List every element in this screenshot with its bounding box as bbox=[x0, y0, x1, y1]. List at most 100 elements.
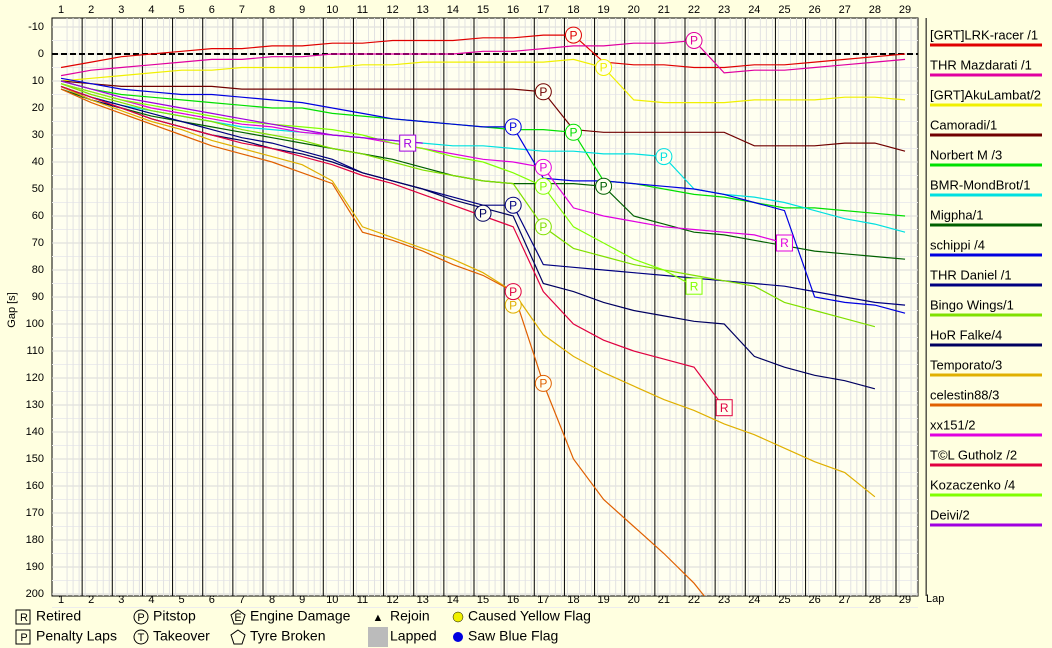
x-tick-label-top: 4 bbox=[148, 4, 154, 16]
y-tick-label: 80 bbox=[32, 264, 44, 276]
y-tick-label: 140 bbox=[26, 426, 44, 438]
marker-label: P bbox=[509, 120, 517, 134]
x-tick-label-top: 3 bbox=[118, 4, 124, 16]
x-tick-label-top: 13 bbox=[417, 4, 429, 16]
x-tick-label-top: 26 bbox=[808, 4, 820, 16]
x-tick-label: 11 bbox=[357, 594, 368, 606]
x-tick-label: 23 bbox=[718, 594, 730, 606]
series-line bbox=[60, 88, 706, 596]
marker-label: R bbox=[780, 236, 789, 250]
y-tick-label: 30 bbox=[32, 129, 44, 141]
marker-box bbox=[715, 399, 733, 417]
marker-box bbox=[399, 134, 417, 152]
key-label: Tyre Broken bbox=[250, 628, 325, 644]
y-tick-label: 90 bbox=[32, 291, 44, 303]
marker-label: P bbox=[509, 298, 517, 312]
marker-label: P bbox=[539, 161, 547, 175]
x-tick-label-top: 15 bbox=[477, 4, 489, 16]
marker-label: R bbox=[690, 279, 699, 293]
marker-circle bbox=[534, 218, 552, 236]
legend-label: THR Daniel /1 bbox=[930, 267, 1012, 282]
marker-circle bbox=[564, 26, 582, 44]
key-symbol-lapped bbox=[368, 627, 388, 647]
key-symbol-pentagon bbox=[230, 629, 246, 645]
legend-label: Migpha/1 bbox=[930, 207, 983, 222]
key-label: Caused Yellow Flag bbox=[468, 608, 591, 624]
marker-label: P bbox=[569, 125, 577, 139]
y-tick-label: 120 bbox=[26, 372, 44, 384]
x-tick-label-top: 23 bbox=[718, 4, 730, 16]
series-line bbox=[60, 80, 423, 144]
key-symbol-yellow bbox=[452, 611, 464, 623]
x-tick-label: 6 bbox=[209, 594, 215, 606]
x-tick-label-top: 17 bbox=[537, 4, 549, 16]
key-label: Retired bbox=[36, 608, 81, 624]
x-tick-label: 12 bbox=[386, 594, 398, 606]
y-tick-label: 130 bbox=[26, 399, 44, 411]
marker-circle bbox=[504, 118, 522, 136]
y-tick-label: 40 bbox=[32, 156, 44, 168]
x-tick-label: 2 bbox=[88, 594, 94, 606]
marker-label: R bbox=[720, 401, 729, 415]
y-tick-label: 180 bbox=[26, 534, 44, 546]
y-tick-label: 110 bbox=[26, 345, 44, 357]
series-line bbox=[60, 85, 876, 498]
key-label: Pitstop bbox=[153, 608, 196, 624]
key-symbol-box bbox=[15, 629, 31, 645]
y-tick-label: 50 bbox=[32, 183, 44, 195]
series-line bbox=[60, 34, 906, 69]
x-tick-label: 22 bbox=[688, 594, 700, 606]
legend-label: HoR Falke/4 bbox=[930, 327, 1002, 342]
marker-circle bbox=[534, 177, 552, 195]
y-axis-label: Gap [s] bbox=[6, 292, 18, 327]
key-label: Takeover bbox=[153, 628, 210, 644]
x-tick-label: 7 bbox=[239, 594, 245, 606]
x-tick-label: 10 bbox=[326, 594, 338, 606]
marker-circle bbox=[595, 177, 613, 195]
key-label: Rejoin bbox=[390, 608, 430, 624]
x-tick-label-top: 29 bbox=[899, 4, 911, 16]
legend-label: schippi /4 bbox=[930, 237, 985, 252]
marker-circle bbox=[564, 123, 582, 141]
x-tick-label-top: 27 bbox=[839, 4, 851, 16]
key-symbol: E bbox=[234, 612, 241, 624]
x-tick-label-top: 24 bbox=[748, 4, 760, 16]
plot-area bbox=[51, 17, 919, 597]
key-symbol: P bbox=[137, 612, 144, 624]
x-tick-label: 3 bbox=[118, 594, 124, 606]
legend-label: T©L Gutholz /2 bbox=[930, 447, 1017, 462]
x-tick-label-top: 14 bbox=[447, 4, 459, 16]
legend-label: Deivi/2 bbox=[930, 507, 970, 522]
x-tick-label-top: 1 bbox=[58, 4, 64, 16]
key-symbol: T bbox=[138, 632, 145, 644]
x-axis-label: Lap bbox=[926, 593, 944, 605]
x-tick-label-top: 2 bbox=[88, 4, 94, 16]
marker-circle bbox=[504, 196, 522, 214]
x-tick-label: 29 bbox=[899, 594, 911, 606]
x-tick-label-top: 25 bbox=[778, 4, 790, 16]
x-tick-label: 26 bbox=[808, 594, 820, 606]
marker-circle bbox=[534, 83, 552, 101]
y-tick-label: 100 bbox=[26, 318, 44, 330]
x-tick-label-top: 11 bbox=[357, 4, 368, 16]
legend-label: [GRT]AkuLambat/2 bbox=[930, 87, 1041, 102]
y-tick-label: 10 bbox=[32, 75, 44, 87]
x-tick-label: 1 bbox=[58, 594, 64, 606]
series-line bbox=[60, 77, 906, 314]
x-tick-label: 17 bbox=[537, 594, 549, 606]
legend-label: Kozaczenko /4 bbox=[930, 477, 1015, 492]
series-line bbox=[60, 39, 906, 77]
legend-label: Temporato/3 bbox=[930, 357, 1002, 372]
legend-label: THR Mazdarati /1 bbox=[930, 57, 1032, 72]
x-tick-label-top: 28 bbox=[869, 4, 881, 16]
key-symbol-circle bbox=[133, 629, 149, 645]
y-tick-label: 20 bbox=[32, 102, 44, 114]
marker-label: P bbox=[479, 206, 487, 220]
x-tick-label: 13 bbox=[417, 594, 429, 606]
marker-label: P bbox=[600, 179, 608, 193]
marker-box bbox=[775, 234, 793, 252]
x-tick-label-top: 8 bbox=[269, 4, 275, 16]
legend-label: celestin88/3 bbox=[930, 387, 999, 402]
x-tick-label: 25 bbox=[778, 594, 790, 606]
